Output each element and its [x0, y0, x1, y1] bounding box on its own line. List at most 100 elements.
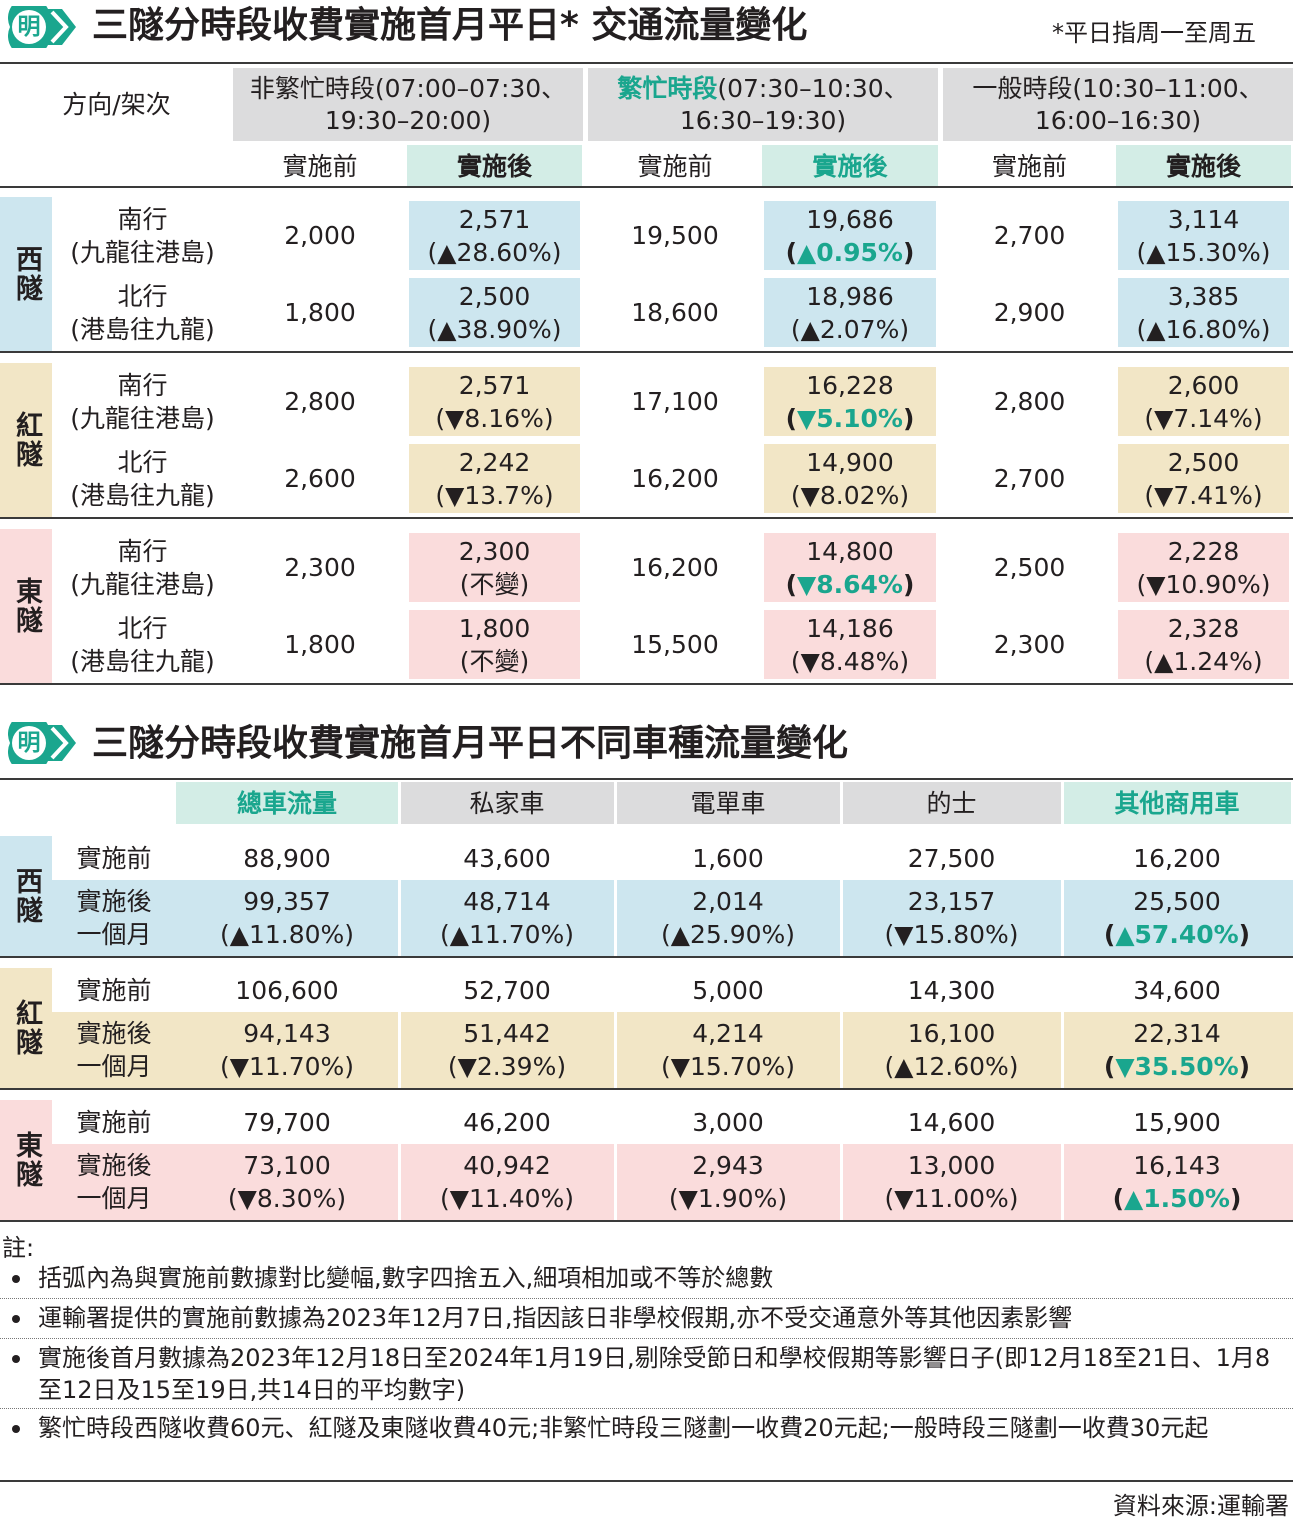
column-gap [614, 968, 617, 1088]
direction-route: (港島往九龍) [70, 314, 215, 344]
vehicle-before-value: 34,600 [1063, 968, 1291, 1012]
period-name: 繁忙時段 [617, 73, 718, 103]
period-time-1: (07:30–10:30、 [717, 73, 909, 103]
vehicle-label: 總車流量 [236, 788, 337, 818]
vehicle-label: 私家車 [469, 788, 545, 818]
vehicle-after-value: 99,357 (▲11.80%) [176, 880, 398, 956]
vehicle-after-value: 48,714 (▲11.70%) [400, 880, 614, 956]
column-gap [614, 1100, 617, 1220]
value-after: 14,186 (▼8.48%) [764, 610, 936, 679]
tunnel-band-0 [0, 197, 52, 351]
column-gap [1061, 968, 1064, 1088]
value-change: (▼5.10%) [785, 403, 915, 433]
value-number: 2,500 [993, 553, 1066, 582]
value-change: (▼8.48%) [790, 646, 910, 676]
tunnel-label: 東隧 [11, 1131, 42, 1189]
value-change: (▼7.41%) [1144, 480, 1263, 510]
period-header-1: 繁忙時段(07:30–10:30、 16:30–19:30) [588, 68, 938, 141]
notes-bottom-rule [0, 1480, 1293, 1482]
weekday-footnote: *平日指周一至周五 [1052, 19, 1256, 47]
value-number: 14,186 [806, 613, 894, 643]
direction-cell: 北行 (港島往九龍) [52, 440, 233, 517]
period-time-2: 16:30–19:30) [679, 105, 847, 135]
period-name: 非繁忙時段 [249, 73, 375, 103]
col-label: 實施前 [637, 151, 713, 181]
corner-text: 方向/架次 [62, 89, 171, 119]
value-number: 3,000 [692, 1107, 764, 1137]
chart-title-2: 三隧分時段收費實施首月平日不同車種流量變化 [92, 723, 849, 764]
value-change: (▲25.90%) [660, 920, 796, 949]
table1-header-rule [0, 186, 1293, 188]
brand-logo-1: 明 [8, 0, 80, 57]
vehicle-after-value: 22,314 (▼35.50%) [1063, 1012, 1291, 1088]
value-after: 19,686 (▲0.95%) [764, 201, 936, 270]
value-before: 19,500 [588, 197, 762, 274]
value-change: (▲11.70%) [439, 920, 575, 949]
vehicle-after-value: 25,500 (▲57.40%) [1063, 880, 1291, 956]
value-number: 2,300 [993, 630, 1066, 659]
note-item: 實施後首月數據為2023年12月18日至2024年1月19日,剔除受節日和學校假… [38, 1344, 1271, 1404]
value-number: 23,157 [907, 887, 996, 916]
value-change: (▼15.80%) [884, 920, 1019, 949]
value-number: 16,200 [631, 464, 719, 493]
value-number: 48,714 [463, 887, 551, 916]
direction-route: (九龍往港島) [70, 403, 215, 433]
value-before: 2,900 [943, 274, 1116, 351]
row-after-text-2: 一個月 [76, 920, 152, 949]
direction-cell: 北行 (港島往九龍) [52, 606, 233, 683]
row-after-text-2: 一個月 [76, 1052, 152, 1081]
vehicle-label: 電單車 [690, 788, 766, 818]
vehicle-after-value: 16,100 (▲12.60%) [842, 1012, 1061, 1088]
period-line-1: 非繁忙時段(07:00–07:30、 [250, 73, 566, 105]
period-header-2: 一般時段(10:30–11:00、 16:00–16:30) [943, 68, 1293, 141]
value-number: 15,500 [631, 630, 719, 659]
tunnel2-bottom-rule [0, 1088, 1293, 1090]
vehicle-before-value: 106,600 [176, 968, 398, 1012]
vehicle-after-value: 51,442 (▼2.39%) [400, 1012, 614, 1088]
vehicle-after-value: 23,157 (▼15.80%) [842, 880, 1061, 956]
value-change: (▼8.30%) [227, 1184, 347, 1213]
value-number: 34,600 [1133, 975, 1221, 1005]
vehicle-before-value: 14,300 [842, 968, 1061, 1012]
value-number: 4,214 [692, 1019, 764, 1048]
vehicle-before-value: 79,700 [176, 1100, 398, 1144]
value-before: 2,300 [233, 529, 407, 606]
value-number: 2,014 [692, 887, 764, 916]
period-name: 一般時段 [972, 73, 1073, 103]
vehicle-header-3: 的士 [842, 782, 1061, 824]
period-time-1: (10:30–11:00、 [1072, 73, 1264, 103]
after-header: 實施後 [762, 145, 938, 187]
tunnel-bottom-rule [0, 683, 1293, 685]
note-divider [0, 1338, 1293, 1339]
value-number: 2,328 [1167, 613, 1240, 643]
value-number: 2,700 [993, 464, 1066, 493]
column-gap [1061, 836, 1064, 956]
value-number: 52,700 [463, 975, 551, 1005]
value-number: 17,100 [631, 387, 719, 416]
period-header-0: 非繁忙時段(07:00–07:30、 19:30–20:00) [233, 68, 583, 141]
value-before: 1,800 [233, 606, 407, 683]
value-before: 17,100 [588, 363, 762, 440]
value-number: 2,800 [284, 387, 356, 416]
direction-route: (港島往九龍) [70, 480, 215, 510]
value-number: 16,143 [1133, 1151, 1221, 1180]
row-label-before: 實施前 [52, 968, 176, 1012]
bullet-icon [12, 1355, 20, 1363]
row-label-after: 實施後 一個月 [52, 880, 176, 956]
period-time-1: (07:00–07:30、 [374, 73, 567, 103]
vehicle-before-value: 88,900 [176, 836, 398, 880]
value-number: 1,800 [458, 613, 531, 643]
row-label-after: 實施後 一個月 [52, 1012, 176, 1088]
value-before: 16,200 [588, 529, 762, 606]
value-number: 15,900 [1133, 1107, 1221, 1137]
vehicle-after-value: 94,143 (▼11.70%) [176, 1012, 398, 1088]
tunnel-bottom-rule [0, 517, 1293, 519]
value-number: 46,200 [463, 1107, 551, 1137]
direction-cell: 南行 (九龍往港島) [52, 197, 233, 274]
value-number: 3,385 [1167, 281, 1240, 311]
value-change: (▼2.39%) [447, 1052, 567, 1081]
value-number: 43,600 [463, 843, 551, 873]
value-number: 14,800 [806, 536, 894, 566]
value-change: (▼11.70%) [219, 1052, 355, 1081]
row-after-text: 實施後 [76, 1019, 152, 1048]
